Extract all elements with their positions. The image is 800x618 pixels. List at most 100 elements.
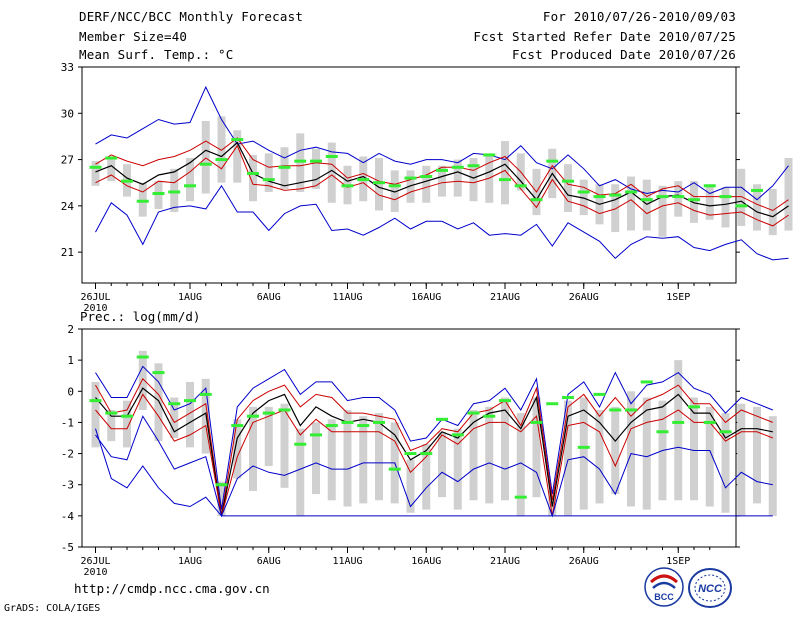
x-tick-label-precipitation: 6AUG bbox=[257, 556, 281, 567]
spread-box bbox=[532, 397, 541, 498]
spread-box bbox=[642, 397, 651, 510]
observed-mark bbox=[341, 420, 354, 424]
observed-mark bbox=[672, 195, 685, 199]
observed-mark bbox=[530, 198, 543, 202]
observed-mark bbox=[404, 176, 417, 180]
x-tick-label-precipitation: 1AUG bbox=[178, 556, 202, 567]
spread-box bbox=[705, 184, 714, 220]
series-line-lower-temperature bbox=[95, 144, 789, 227]
observed-mark bbox=[467, 164, 480, 168]
y-tick-label-precipitation: -3 bbox=[61, 479, 74, 492]
spread-box bbox=[564, 164, 572, 213]
x-tick-label-temperature: 26AUG bbox=[569, 292, 599, 303]
spread-box bbox=[485, 406, 494, 504]
y-tick-label-temperature: 30 bbox=[61, 107, 74, 120]
observed-mark bbox=[310, 433, 322, 437]
spread-box bbox=[642, 179, 651, 231]
observed-mark bbox=[199, 392, 212, 396]
series-line-min-precipitation bbox=[95, 415, 773, 518]
spread-box bbox=[233, 130, 242, 183]
spread-box bbox=[453, 428, 462, 510]
observed-mark bbox=[278, 165, 291, 169]
observed-mark bbox=[262, 411, 275, 415]
spread-box bbox=[296, 428, 305, 516]
observed-mark bbox=[735, 204, 748, 208]
observed-mark bbox=[168, 402, 181, 406]
observed-mark bbox=[577, 445, 590, 449]
observed-mark bbox=[719, 430, 732, 434]
observed-mark bbox=[294, 159, 307, 163]
observed-mark bbox=[609, 193, 622, 197]
spread-box bbox=[217, 116, 226, 183]
observed-mark bbox=[357, 424, 370, 428]
spread-box bbox=[564, 400, 572, 516]
spread-box bbox=[721, 413, 730, 513]
spread-box bbox=[107, 156, 116, 182]
member-size: Member Size=40 bbox=[79, 29, 188, 44]
spread-box bbox=[674, 181, 683, 217]
x-tick-label-temperature: 1SEP bbox=[666, 292, 690, 303]
spread-box bbox=[469, 409, 478, 501]
spread-box bbox=[579, 179, 588, 216]
source-url[interactable]: http://cmdp.ncc.cma.gov.cn bbox=[74, 581, 270, 596]
spread-box bbox=[579, 397, 588, 510]
spread-box bbox=[186, 381, 194, 448]
spread-box bbox=[753, 406, 761, 504]
observed-mark bbox=[499, 399, 511, 403]
plot-frame-precipitation bbox=[81, 328, 737, 548]
y-tick-label-temperature: 21 bbox=[61, 246, 74, 259]
observed-mark bbox=[625, 408, 637, 412]
y-tick-label-temperature: 33 bbox=[61, 61, 74, 74]
observed-mark bbox=[121, 179, 133, 183]
spread-box bbox=[390, 170, 399, 213]
spread-box bbox=[501, 397, 509, 501]
observed-mark bbox=[703, 420, 716, 424]
observed-mark bbox=[483, 414, 496, 418]
grads-credit: GrADS: COLA/IGES bbox=[4, 603, 101, 614]
spread-box bbox=[705, 406, 714, 507]
spread-box bbox=[107, 409, 116, 442]
observed-mark bbox=[373, 420, 385, 424]
started-date: Fcst Started Refer Date 2010/07/25 bbox=[473, 29, 736, 44]
observed-mark bbox=[703, 184, 716, 188]
observed-mark bbox=[688, 405, 700, 409]
spread-box bbox=[611, 184, 620, 233]
x-tick-label-precipitation: 26AUG bbox=[569, 556, 599, 567]
variable-label: Mean Surf. Temp.: °C bbox=[79, 47, 234, 62]
y-tick-label-precipitation: 2 bbox=[67, 323, 74, 336]
spread-box bbox=[516, 413, 525, 516]
spread-box bbox=[595, 409, 604, 504]
spread-box bbox=[375, 413, 383, 501]
series-line-upper-precipitation bbox=[95, 377, 773, 516]
spread-box bbox=[737, 168, 746, 226]
observed-mark bbox=[546, 402, 559, 406]
observed-mark bbox=[247, 414, 259, 418]
observed-mark bbox=[89, 165, 102, 169]
spread-box bbox=[611, 406, 620, 495]
observed-mark bbox=[420, 452, 433, 456]
observed-mark bbox=[530, 420, 543, 424]
spread-box bbox=[438, 431, 446, 498]
observed-mark bbox=[609, 408, 622, 412]
observed-mark bbox=[451, 165, 464, 169]
spread-box bbox=[406, 459, 415, 513]
spread-box bbox=[186, 158, 194, 202]
spread-box bbox=[138, 350, 147, 410]
spread-box bbox=[170, 397, 179, 438]
spread-box bbox=[264, 153, 273, 192]
spread-box bbox=[627, 176, 635, 231]
spread-box bbox=[453, 159, 462, 197]
observed-mark bbox=[231, 138, 244, 142]
observed-mark bbox=[310, 159, 322, 163]
observed-mark bbox=[404, 452, 417, 456]
observed-mark bbox=[483, 153, 496, 157]
spread-box bbox=[170, 168, 179, 213]
observed-mark bbox=[499, 178, 511, 182]
spread-box bbox=[343, 409, 352, 507]
x-tick-label-temperature: 6AUG bbox=[257, 292, 281, 303]
observed-mark bbox=[467, 411, 480, 415]
spread-box bbox=[753, 184, 761, 231]
observed-mark bbox=[325, 154, 338, 158]
series-line-max-temperature bbox=[95, 85, 789, 201]
